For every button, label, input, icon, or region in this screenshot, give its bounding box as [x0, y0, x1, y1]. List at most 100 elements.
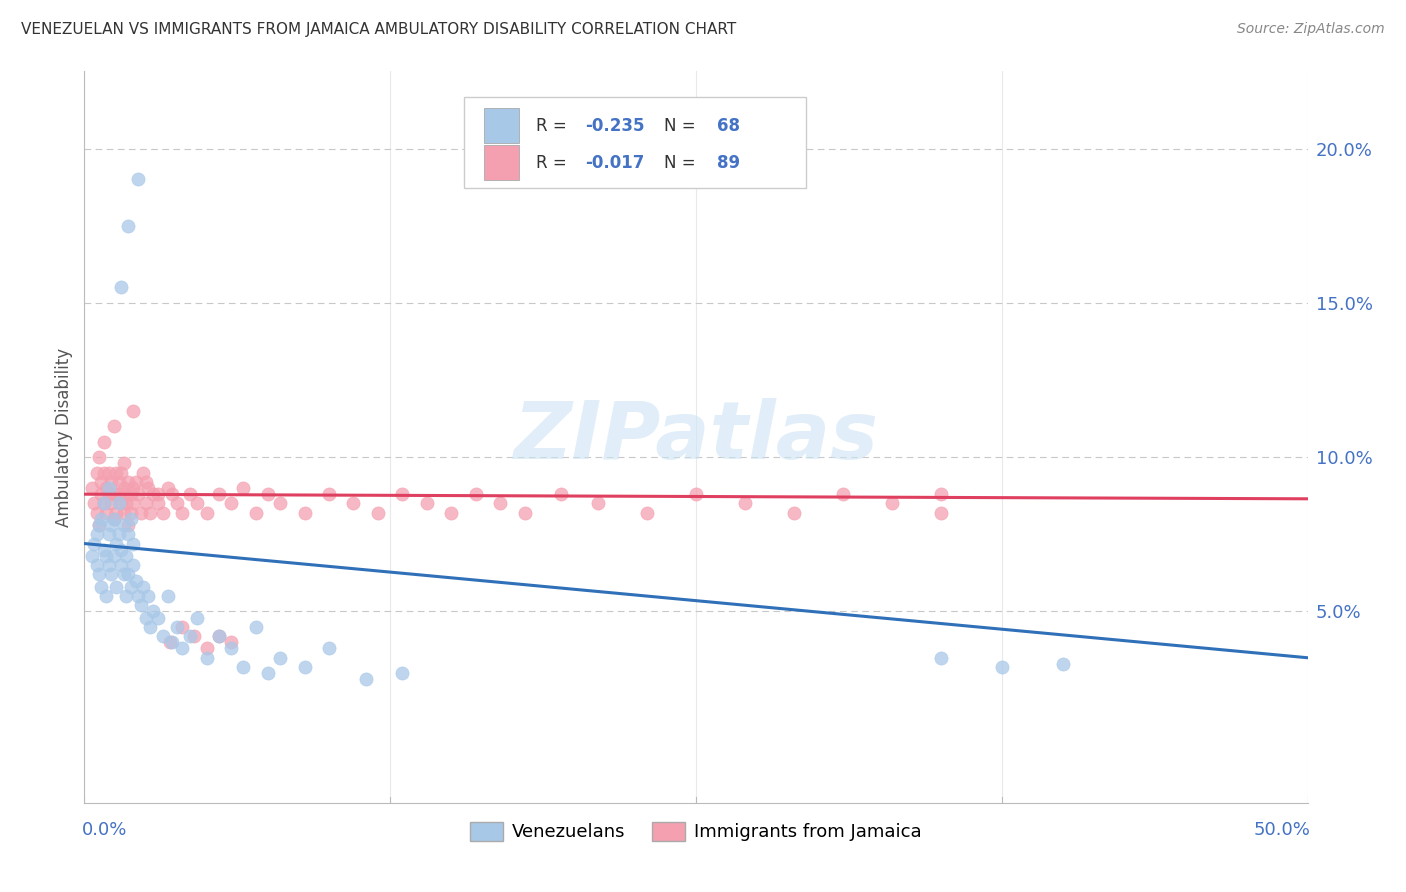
- Point: [139, 506, 162, 520]
- Point: [90, 512, 112, 526]
- Text: R =: R =: [536, 117, 572, 135]
- Point: [112, 506, 135, 520]
- Point: [93, 542, 115, 557]
- Point: [117, 219, 139, 233]
- Text: N =: N =: [664, 153, 702, 171]
- Point: [269, 650, 291, 665]
- Point: [105, 466, 128, 480]
- Point: [245, 620, 267, 634]
- Point: [135, 610, 157, 624]
- Point: [354, 673, 377, 687]
- Point: [127, 487, 149, 501]
- Point: [929, 506, 952, 520]
- Point: [122, 558, 145, 573]
- Point: [90, 487, 112, 501]
- Point: [156, 589, 179, 603]
- Point: [105, 536, 128, 550]
- Point: [127, 589, 149, 603]
- Point: [110, 496, 132, 510]
- Point: [135, 496, 157, 510]
- Bar: [484, 145, 519, 180]
- Point: [685, 487, 707, 501]
- Point: [232, 660, 254, 674]
- Point: [80, 549, 103, 563]
- Text: -0.017: -0.017: [585, 153, 644, 171]
- Point: [117, 527, 139, 541]
- Point: [115, 487, 138, 501]
- Point: [783, 506, 806, 520]
- Point: [117, 475, 139, 489]
- Point: [146, 487, 169, 501]
- Point: [416, 496, 439, 510]
- Point: [100, 496, 122, 510]
- Point: [166, 620, 188, 634]
- Point: [142, 604, 165, 618]
- Point: [156, 481, 179, 495]
- Point: [142, 487, 165, 501]
- Point: [152, 629, 174, 643]
- Point: [120, 487, 142, 501]
- Point: [172, 620, 194, 634]
- Point: [440, 506, 463, 520]
- Point: [162, 635, 184, 649]
- Point: [87, 450, 110, 464]
- Point: [162, 487, 184, 501]
- Point: [100, 475, 122, 489]
- Point: [219, 496, 242, 510]
- Point: [80, 481, 103, 495]
- Point: [97, 558, 120, 573]
- Text: VENEZUELAN VS IMMIGRANTS FROM JAMAICA AMBULATORY DISABILITY CORRELATION CHART: VENEZUELAN VS IMMIGRANTS FROM JAMAICA AM…: [21, 22, 737, 37]
- Point: [122, 496, 145, 510]
- Point: [136, 589, 159, 603]
- Point: [86, 527, 108, 541]
- Point: [636, 506, 658, 520]
- Text: 50.0%: 50.0%: [1253, 822, 1310, 839]
- Bar: [484, 108, 519, 143]
- Point: [129, 506, 152, 520]
- Point: [117, 567, 139, 582]
- Point: [257, 487, 280, 501]
- Point: [159, 635, 181, 649]
- Text: ZIPatlas: ZIPatlas: [513, 398, 879, 476]
- Point: [107, 487, 129, 501]
- Point: [86, 506, 108, 520]
- Text: 68: 68: [717, 117, 740, 135]
- Point: [146, 496, 169, 510]
- Point: [122, 404, 145, 418]
- Point: [318, 641, 340, 656]
- Point: [208, 629, 231, 643]
- Point: [96, 589, 118, 603]
- Point: [172, 506, 194, 520]
- Point: [269, 496, 291, 510]
- Point: [208, 487, 231, 501]
- Point: [195, 650, 218, 665]
- Point: [152, 506, 174, 520]
- Point: [96, 481, 118, 495]
- Point: [86, 558, 108, 573]
- Point: [127, 172, 149, 186]
- Point: [83, 496, 105, 510]
- Point: [831, 487, 853, 501]
- Point: [125, 475, 148, 489]
- Point: [110, 466, 132, 480]
- Point: [112, 518, 135, 533]
- Point: [107, 527, 129, 541]
- Point: [245, 506, 267, 520]
- Point: [103, 487, 125, 501]
- Point: [367, 506, 389, 520]
- Point: [219, 635, 242, 649]
- Point: [97, 466, 120, 480]
- Point: [107, 475, 129, 489]
- Point: [115, 549, 138, 563]
- Point: [391, 666, 413, 681]
- Point: [135, 475, 157, 489]
- Point: [96, 549, 118, 563]
- Point: [97, 481, 120, 495]
- Point: [112, 456, 135, 470]
- Point: [122, 481, 145, 495]
- Point: [103, 512, 125, 526]
- Point: [90, 580, 112, 594]
- Point: [880, 496, 903, 510]
- Point: [83, 536, 105, 550]
- Point: [294, 506, 316, 520]
